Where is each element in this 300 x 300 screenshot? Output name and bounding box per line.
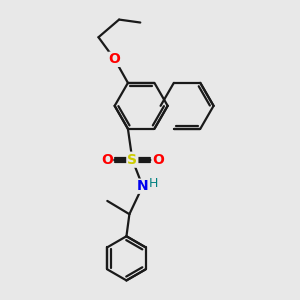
- Text: O: O: [101, 153, 113, 167]
- Text: O: O: [152, 153, 164, 167]
- Text: O: O: [109, 52, 121, 66]
- Text: N: N: [137, 179, 148, 193]
- Text: S: S: [127, 153, 137, 167]
- Text: H: H: [149, 177, 158, 190]
